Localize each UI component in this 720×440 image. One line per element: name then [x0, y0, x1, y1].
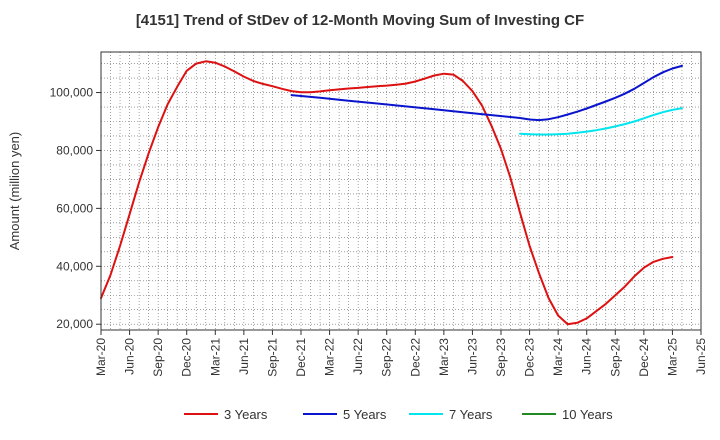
x-tick-label: Dec-22 — [408, 338, 422, 377]
x-tick-label: Mar-22 — [323, 338, 337, 376]
x-tick-label: Jun-20 — [123, 338, 137, 375]
y-tick-label: 60,000 — [56, 201, 93, 215]
legend: 3 Years 5 Years 7 Years 10 Years — [184, 407, 613, 422]
x-tick-label: Jun-23 — [465, 338, 479, 375]
x-tick-label: Sep-23 — [494, 338, 508, 377]
grid-lines — [101, 52, 701, 330]
x-tick-label: Mar-20 — [94, 338, 108, 376]
x-tick-label: Mar-24 — [551, 338, 565, 376]
y-tick-label: 80,000 — [56, 143, 93, 157]
legend-label: 3 Years — [224, 407, 268, 422]
x-tick-label: Sep-21 — [265, 338, 279, 377]
x-tick-label: Jun-21 — [237, 338, 251, 375]
x-tick-label: Mar-25 — [665, 338, 679, 376]
y-axis-title: Amount (million yen) — [7, 132, 22, 251]
plot-frame — [100, 51, 702, 331]
legend-label: 10 Years — [562, 407, 613, 422]
x-tick-label: Dec-23 — [523, 338, 537, 377]
x-tick-label: Sep-20 — [151, 338, 165, 377]
x-tick-label: Dec-24 — [637, 338, 651, 377]
legend-label: 5 Years — [343, 407, 387, 422]
x-tick-label: Mar-23 — [437, 338, 451, 376]
series-line-5-years — [290, 64, 683, 122]
x-tick-label: Jun-22 — [351, 338, 365, 375]
x-tick-label: Jun-25 — [694, 338, 708, 375]
y-tick-label: 20,000 — [56, 317, 93, 331]
chart-title: [4151] Trend of StDev of 12-Month Moving… — [135, 12, 585, 29]
series-line-7-years — [519, 107, 683, 136]
y-tick-label: 100,000 — [50, 86, 94, 100]
x-tick-label: Dec-21 — [294, 338, 308, 377]
x-tick-label: Sep-24 — [608, 338, 622, 377]
series-lines — [100, 60, 683, 326]
series-line-3-years — [100, 60, 674, 326]
x-tick-label: Dec-20 — [180, 338, 194, 377]
y-tick-label: 40,000 — [56, 259, 93, 273]
x-tick-label: Mar-21 — [208, 338, 222, 376]
legend-label: 7 Years — [449, 407, 493, 422]
x-tick-label: Sep-22 — [380, 338, 394, 377]
x-tick-label: Jun-24 — [580, 338, 594, 375]
y-axis: 20,000 40,000 60,000 80,000 100,000 — [50, 86, 101, 331]
x-axis: Mar-20 Jun-20 Sep-20 Dec-20 Mar-21 Jun-21 Sep-… — [94, 330, 708, 377]
